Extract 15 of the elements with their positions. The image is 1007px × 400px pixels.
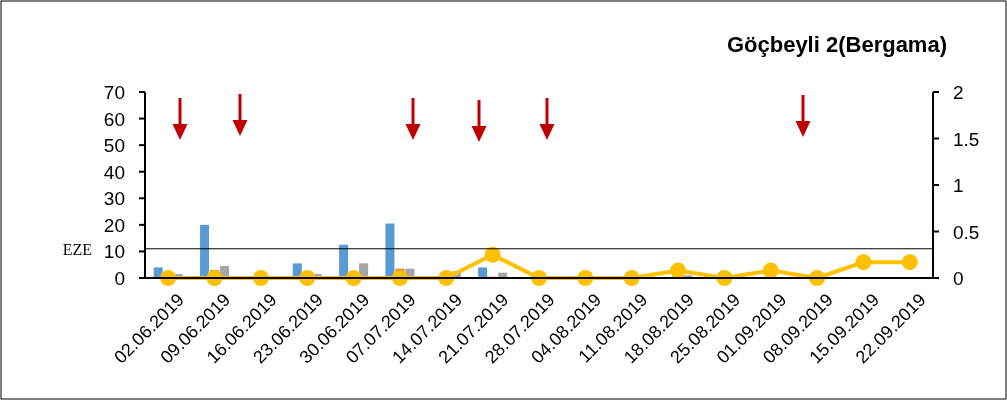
y-tick-label: 10 xyxy=(103,241,125,263)
y-tick-label: 30 xyxy=(103,188,125,210)
y2-tick-label: 2 xyxy=(953,82,964,103)
y-tick-label: 60 xyxy=(103,108,125,130)
y2-tick-label: 0.5 xyxy=(953,221,980,243)
y-tick-label: 0 xyxy=(114,268,125,289)
y2-tick-label: 1.5 xyxy=(953,128,980,150)
ref-line-label: EZE xyxy=(62,240,92,258)
y-tick-label: 40 xyxy=(103,161,125,183)
y2-tick-label: 0 xyxy=(953,268,964,289)
y-tick-label: 70 xyxy=(103,82,125,103)
y-tick-label: 20 xyxy=(103,214,125,236)
y-tick-label: 50 xyxy=(103,135,125,157)
y2-tick-label: 1 xyxy=(953,175,964,196)
chart-title: Göçbeyli 2(Bergama) xyxy=(726,32,947,57)
